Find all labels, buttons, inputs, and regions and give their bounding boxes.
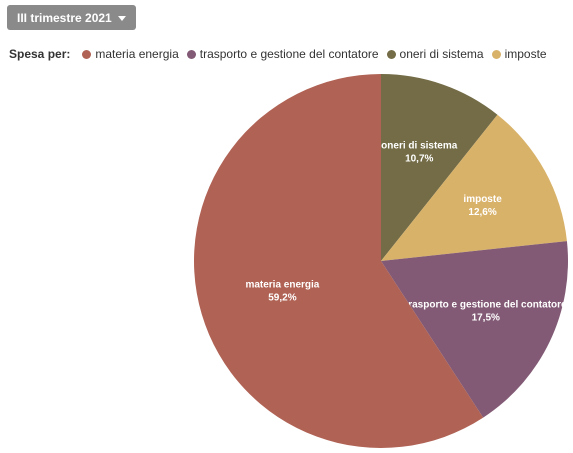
legend-item-imposte[interactable]: imposte — [491, 47, 547, 61]
slice-label-value: 10,7% — [405, 154, 433, 165]
period-selector-button[interactable]: III trimestre 2021 — [7, 5, 136, 30]
slice-label-name: trasporto e gestione del contatore — [405, 300, 567, 311]
legend-label: imposte — [504, 47, 547, 61]
legend-item-oneri-di-sistema[interactable]: oneri di sistema — [386, 47, 484, 61]
slice-label-value: 59,2% — [268, 292, 296, 303]
pie-slice-trasporto-e-gestione-del-contatore[interactable] — [381, 241, 569, 418]
slice-label-value: 12,6% — [468, 207, 496, 218]
slice-label-value: 17,5% — [472, 313, 500, 324]
legend-label: trasporto e gestione del contatore — [199, 47, 379, 61]
legend-swatch — [491, 49, 501, 59]
slice-label-name: oneri di sistema — [381, 141, 458, 152]
legend-label: oneri di sistema — [399, 47, 484, 61]
period-selector-label: III trimestre 2021 — [17, 10, 112, 25]
legend-title: Spesa per: — [9, 47, 71, 61]
legend-swatch — [82, 49, 92, 59]
pie-slice-oneri-di-sistema[interactable] — [381, 74, 498, 261]
legend-item-trasporto-e-gestione-del-contatore[interactable]: trasporto e gestione del contatore — [186, 47, 379, 61]
caret-down-icon — [117, 15, 126, 21]
slice-label-name: imposte — [463, 194, 502, 205]
pie-slice-materia-energia[interactable] — [193, 74, 484, 448]
pie-slice-imposte[interactable] — [381, 114, 567, 261]
legend-swatch — [386, 49, 396, 59]
slice-label-name: materia energia — [245, 279, 319, 290]
legend-item-materia-energia[interactable]: materia energia — [82, 47, 179, 61]
legend: Spesa per: materia energia trasporto e ge… — [9, 47, 555, 61]
legend-label: materia energia — [95, 47, 179, 61]
legend-items: materia energia trasporto e gestione del … — [82, 47, 554, 61]
legend-swatch — [186, 49, 196, 59]
